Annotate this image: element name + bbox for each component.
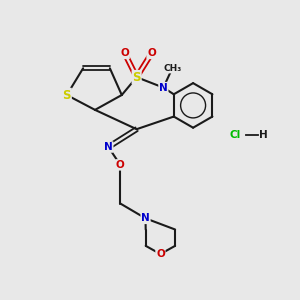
Text: N: N — [104, 142, 113, 152]
Text: CH₃: CH₃ — [163, 64, 182, 73]
Text: O: O — [116, 160, 125, 170]
Text: N: N — [141, 213, 150, 224]
Text: O: O — [120, 48, 129, 59]
Text: N: N — [159, 82, 168, 93]
Text: H: H — [259, 130, 268, 140]
Text: O: O — [156, 249, 165, 259]
Text: S: S — [62, 88, 71, 101]
Text: S: S — [132, 71, 141, 84]
Text: Cl: Cl — [230, 130, 241, 140]
Text: O: O — [147, 48, 156, 59]
